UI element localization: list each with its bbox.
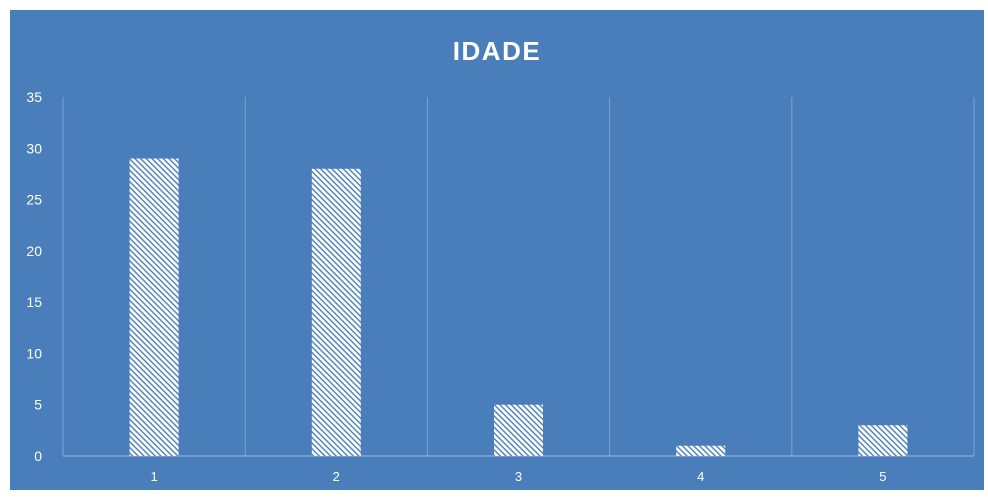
x-tick-label: 4 <box>697 469 704 484</box>
chart-area: IDADE 0 5 10 15 20 25 30 35 1 2 3 4 5 <box>10 10 984 490</box>
bar <box>494 404 543 456</box>
y-tick-label: 35 <box>26 89 42 105</box>
y-tick-label: 20 <box>26 243 42 259</box>
bar <box>129 158 179 457</box>
bar-chart: IDADE 0 5 10 15 20 25 30 35 1 2 3 4 5 <box>26 36 975 484</box>
y-tick-label: 30 <box>26 140 42 156</box>
x-tick-label: 1 <box>150 469 157 484</box>
x-tick-label: 5 <box>879 469 886 484</box>
bar <box>311 168 361 457</box>
y-tick-label: 0 <box>34 448 42 464</box>
gridlines <box>62 97 975 456</box>
bars <box>129 158 908 457</box>
y-tick-label: 15 <box>26 294 42 310</box>
x-tick-label: 3 <box>515 469 522 484</box>
bar <box>858 425 908 456</box>
y-tick-label: 10 <box>26 345 42 361</box>
y-tick-label: 25 <box>26 192 42 208</box>
y-tick-label: 5 <box>34 397 42 413</box>
bar <box>676 445 726 456</box>
chart-title: IDADE <box>453 36 541 66</box>
x-tick-label: 2 <box>333 469 340 484</box>
tick-labels: 0 5 10 15 20 25 30 35 1 2 3 4 5 <box>26 89 886 484</box>
